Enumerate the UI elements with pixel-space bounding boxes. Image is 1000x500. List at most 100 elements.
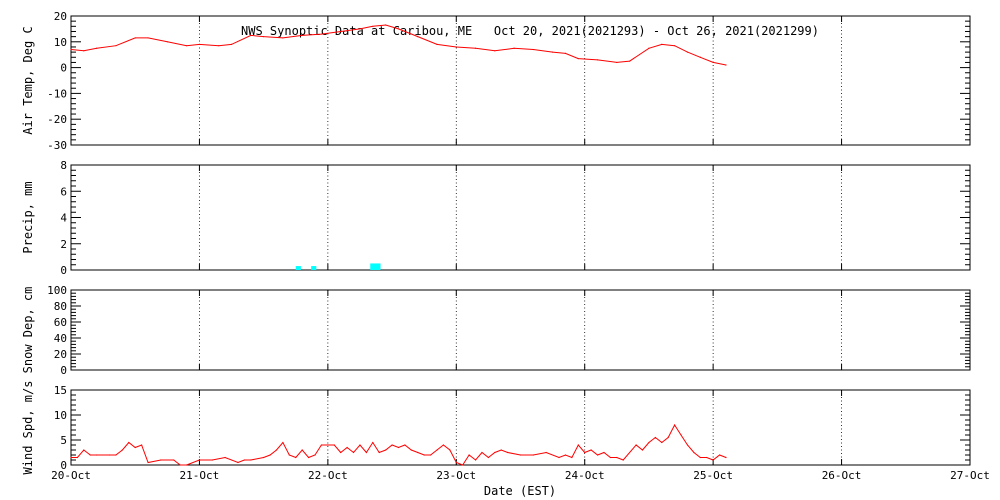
y-axis-label-snow: Snow Dep, cm (21, 287, 35, 374)
data-point (725, 64, 727, 66)
data-point (699, 56, 701, 58)
data-point (397, 28, 400, 30)
data-point (230, 43, 233, 45)
data-point (513, 47, 515, 49)
y-axis-label-temp: Air Temp, Deg C (21, 26, 35, 134)
data-point (115, 45, 117, 47)
data-point (455, 46, 457, 48)
data-point (686, 444, 689, 446)
data-point (667, 436, 669, 439)
y-tick-label: 15 (54, 384, 67, 397)
y-tick-label: 20 (54, 10, 67, 23)
panel-precip: 0 2 4 6 8 Precip, mm (21, 159, 971, 277)
data-point (385, 24, 387, 26)
y-tick-label: -20 (47, 113, 67, 126)
data-point (661, 441, 663, 444)
data-point (436, 449, 438, 451)
data-point (307, 456, 310, 459)
panel-frame (70, 15, 971, 146)
data-point (417, 36, 419, 38)
data-point (108, 454, 111, 456)
x-tick-label: 23-Oct (436, 469, 476, 482)
y-tick-label: 4 (60, 212, 67, 225)
precip-bar (311, 266, 317, 270)
panel-temp: -30 -20 -10 0 10 20 Air Temp, Deg C (21, 10, 971, 152)
data-point (500, 449, 502, 451)
data-point (622, 459, 624, 461)
y-tick-label: 0 (60, 264, 67, 277)
data-point (661, 43, 663, 45)
data-point (462, 464, 464, 466)
data-point (179, 464, 181, 466)
data-point (218, 45, 220, 47)
data-point (596, 454, 599, 456)
data-point (128, 441, 130, 444)
data-point (282, 37, 284, 39)
data-point (410, 449, 412, 451)
data-point (699, 456, 701, 459)
data-point (288, 454, 290, 456)
data-point (70, 48, 72, 51)
data-point (616, 61, 618, 64)
data-point (340, 30, 342, 33)
data-point (596, 59, 599, 61)
data-point (237, 461, 239, 464)
data-point (654, 436, 656, 439)
y-tick-label: 0 (60, 459, 67, 472)
y-tick-label: 100 (47, 284, 67, 297)
data-point (686, 51, 689, 53)
data-point (173, 459, 175, 461)
data-point (134, 37, 136, 39)
data-point (474, 47, 477, 49)
data-point (571, 456, 573, 459)
data-point (83, 50, 85, 52)
series-line-wind (71, 423, 727, 466)
data-point (481, 451, 483, 454)
data-point (166, 41, 168, 43)
y-tick-label: -30 (47, 139, 67, 152)
panel-wind: 0 5 10 15 Wind Spd, m/s (21, 381, 971, 474)
data-point (185, 464, 188, 466)
data-point (590, 449, 592, 451)
chart-title: NWS Synoptic Data at Caribou, ME Oct 20,… (241, 24, 819, 38)
data-point (372, 25, 374, 27)
data-point (301, 34, 303, 36)
x-tick-label: 21-Oct (180, 469, 220, 482)
data-point (436, 43, 438, 45)
y-tick-label: 10 (54, 409, 67, 422)
data-point (609, 456, 612, 459)
y-tick-label: 0 (60, 364, 67, 377)
data-point (577, 57, 579, 60)
data-point (224, 456, 226, 459)
data-point (333, 444, 335, 446)
y-tick-label: 2 (60, 238, 67, 251)
data-point (96, 47, 98, 49)
y-tick-label: 6 (60, 185, 67, 198)
data-point (89, 454, 91, 456)
data-point (641, 449, 644, 451)
data-point (70, 456, 72, 459)
data-point (352, 451, 355, 454)
data-point (449, 449, 451, 451)
panel-snow: 0 20 40 60 80 100 Snow Dep, cm (21, 284, 971, 377)
data-point (680, 434, 682, 436)
data-point (519, 454, 522, 456)
y-tick-label: 5 (60, 434, 67, 447)
data-point (494, 451, 496, 454)
data-point (372, 441, 374, 444)
data-point (706, 456, 708, 459)
data-point (603, 451, 605, 454)
data-point (96, 454, 98, 456)
y-tick-label: 8 (60, 159, 67, 172)
data-point (263, 36, 265, 38)
data-point (635, 444, 637, 446)
data-point (359, 28, 361, 30)
data-point (134, 446, 136, 449)
data-point (558, 456, 560, 459)
panel-frame (70, 289, 971, 371)
data-point (147, 37, 149, 39)
data-point (198, 43, 201, 45)
data-point (320, 33, 323, 35)
data-point (674, 45, 676, 47)
data-point (282, 441, 284, 444)
